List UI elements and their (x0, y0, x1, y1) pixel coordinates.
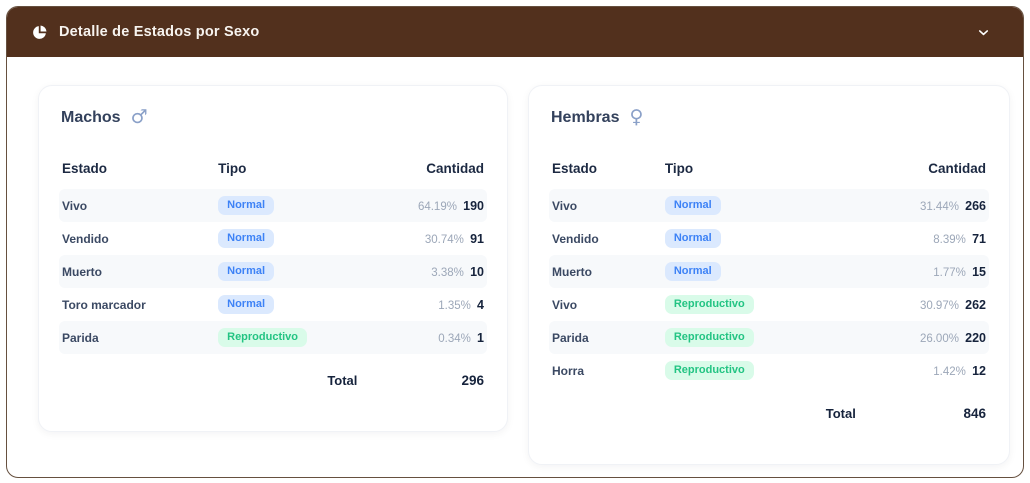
estado-cell: Parida (62, 330, 99, 345)
tipo-badge: Normal (664, 229, 721, 248)
table-row: Muerto Normal 3.38% 10 (59, 255, 487, 288)
total-label: Total (327, 373, 358, 388)
table-row: Vivo Normal 31.44% 266 (549, 189, 989, 222)
table-row: Vendido Normal 8.39% 71 (549, 222, 989, 255)
table-row: Muerto Normal 1.77% 15 (549, 255, 989, 288)
card-title: Machos (61, 108, 121, 126)
percent-value: 31.44% (919, 200, 963, 213)
percent-value: 8.39% (933, 233, 970, 246)
column-header-cantidad: Cantidad (928, 160, 986, 176)
count-value: 91 (470, 231, 484, 246)
count-value: 10 (470, 264, 484, 279)
total-value: 296 (461, 373, 484, 388)
percent-value: 26.00% (919, 332, 963, 345)
count-value: 190 (463, 198, 484, 213)
count-value: 71 (972, 231, 986, 246)
estado-cell: Muerto (552, 264, 592, 279)
total-row: Total 296 (59, 364, 487, 397)
tipo-badge: Normal (218, 262, 275, 281)
tipo-badge: Reproductivo (664, 328, 754, 347)
table-row: Vivo Reproductivo 30.97% 262 (549, 288, 989, 321)
male-icon: ♂ (130, 106, 148, 128)
panel-header[interactable]: Detalle de Estados por Sexo (7, 7, 1023, 57)
machos-card-header: Machos ♂ (61, 108, 485, 127)
estados-por-sexo-panel: Detalle de Estados por Sexo Machos ♂ Est… (6, 6, 1024, 478)
estado-cell: Vivo (552, 198, 578, 213)
table-row: Toro marcador Normal 1.35% 4 (59, 288, 487, 321)
count-value: 4 (477, 297, 484, 312)
machos-table-body: Vivo Normal 64.19% 190 Vendido Normal 30… (59, 189, 487, 354)
count-value: 1 (477, 330, 484, 345)
percent-value: 30.74% (424, 233, 468, 246)
estado-cell: Vendido (62, 231, 109, 246)
estado-cell: Vivo (552, 297, 578, 312)
percent-value: 3.38% (431, 266, 468, 279)
tipo-badge: Reproductivo (664, 361, 754, 380)
estado-cell: Vendido (552, 231, 599, 246)
estado-cell: Parida (552, 330, 589, 345)
percent-value: 64.19% (417, 200, 461, 213)
table-row: Horra Reproductivo 1.42% 12 (549, 354, 989, 387)
column-header-tipo: Tipo (218, 160, 247, 176)
column-header-estado: Estado (62, 160, 108, 176)
machos-card: Machos ♂ Estado Tipo Cantidad Vivo Norma… (38, 85, 508, 432)
percent-value: 0.34% (438, 332, 475, 345)
estado-cell: Vivo (62, 198, 88, 213)
table-header-row: Estado Tipo Cantidad (549, 155, 989, 181)
column-header-tipo: Tipo (664, 160, 694, 176)
table-row: Vivo Normal 64.19% 190 (59, 189, 487, 222)
tipo-badge: Normal (218, 229, 275, 248)
table-row: Parida Reproductivo 0.34% 1 (59, 321, 487, 354)
estado-cell: Toro marcador (62, 297, 146, 312)
column-header-cantidad: Cantidad (426, 160, 484, 176)
tipo-badge: Reproductivo (218, 328, 308, 347)
count-value: 12 (972, 363, 986, 378)
count-value: 220 (965, 330, 986, 345)
panel-title: Detalle de Estados por Sexo (59, 24, 260, 40)
tipo-badge: Normal (218, 196, 275, 215)
column-header-estado: Estado (552, 160, 598, 176)
tipo-badge: Normal (664, 196, 721, 215)
count-value: 15 (972, 264, 986, 279)
hembras-card-header: Hembras ♀ (551, 108, 987, 127)
estado-cell: Horra (552, 363, 585, 378)
table-row: Parida Reproductivo 26.00% 220 (549, 321, 989, 354)
estado-cell: Muerto (62, 264, 102, 279)
tipo-badge: Reproductivo (664, 295, 754, 314)
table-row: Vendido Normal 30.74% 91 (59, 222, 487, 255)
hembras-card: Hembras ♀ Estado Tipo Cantidad Vivo Norm… (528, 85, 1010, 465)
percent-value: 30.97% (919, 299, 963, 312)
table-header-row: Estado Tipo Cantidad (59, 155, 487, 181)
count-value: 262 (965, 297, 986, 312)
pie-chart-icon (31, 24, 48, 41)
percent-value: 1.42% (933, 365, 970, 378)
total-row: Total 846 (549, 397, 989, 430)
tipo-badge: Normal (218, 295, 275, 314)
hembras-table-body: Vivo Normal 31.44% 266 Vendido Normal 8.… (549, 189, 989, 387)
count-value: 266 (965, 198, 986, 213)
chevron-down-icon[interactable] (976, 25, 991, 40)
percent-value: 1.77% (933, 266, 970, 279)
total-label: Total (825, 406, 856, 421)
total-value: 846 (963, 406, 986, 421)
tipo-badge: Normal (664, 262, 721, 281)
card-title: Hembras (551, 108, 620, 126)
percent-value: 1.35% (438, 299, 475, 312)
panel-body: Machos ♂ Estado Tipo Cantidad Vivo Norma… (7, 57, 1023, 483)
female-icon: ♀ (629, 106, 644, 128)
